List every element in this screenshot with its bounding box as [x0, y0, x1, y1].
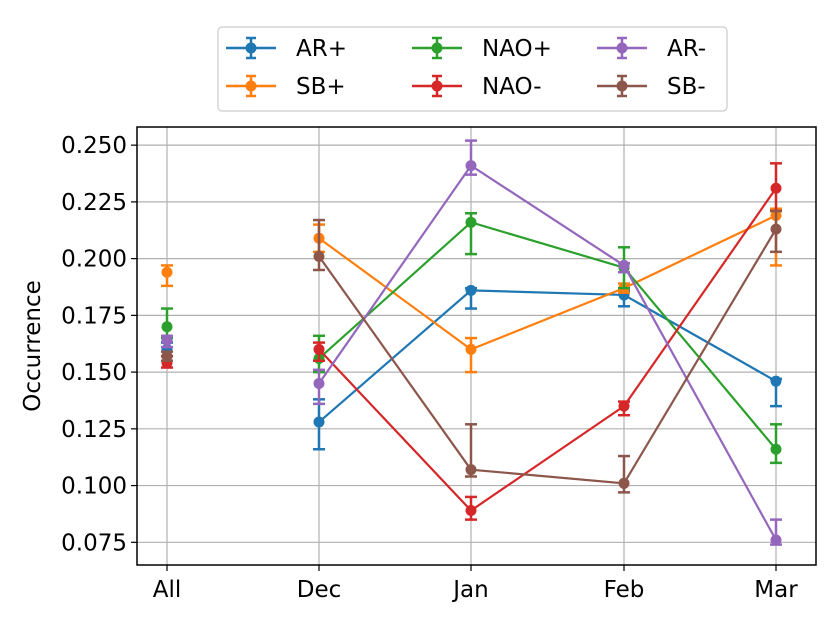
x-tick-label: Jan: [451, 577, 488, 603]
legend-marker: [431, 80, 443, 92]
legend-marker: [616, 80, 628, 92]
y-tick-label: 0.175: [61, 303, 127, 329]
x-tick-label: Feb: [604, 577, 645, 603]
data-point: [465, 464, 477, 476]
y-tick-label: 0.100: [61, 474, 127, 500]
y-axis-label: Occurrence: [20, 280, 46, 412]
series-line: [318, 164, 777, 541]
data-point: [465, 505, 477, 517]
legend-item-AR-: AR-: [597, 36, 706, 62]
series-SB-: [161, 209, 782, 494]
series-line: [318, 228, 777, 485]
series-line: [318, 187, 777, 512]
data-point: [465, 343, 477, 355]
data-point: [465, 160, 477, 172]
data-point: [618, 259, 630, 271]
data-point: [770, 443, 782, 455]
data-point: [313, 250, 325, 262]
y-tick-label: 0.150: [61, 360, 127, 386]
y-tick-label: 0.125: [61, 417, 127, 443]
data-point: [465, 216, 477, 228]
series-AR-: [161, 139, 782, 546]
x-tick-label: Dec: [297, 577, 342, 603]
series-line: [318, 289, 777, 423]
data-point: [770, 223, 782, 235]
data-point: [770, 534, 782, 546]
series-line: [318, 221, 777, 450]
legend-item-SB-: SB-: [597, 74, 706, 100]
data-point: [161, 321, 173, 333]
legend-label: NAO+: [482, 36, 552, 62]
data-point: [161, 266, 173, 278]
legend-marker: [431, 42, 443, 54]
legend-frame: [217, 26, 728, 112]
data-point: [313, 377, 325, 389]
legend-label: SB+: [296, 74, 346, 100]
data-point: [313, 416, 325, 428]
data-point: [618, 400, 630, 412]
ticks: All Dec Jan Feb Mar 0.075 0.100 0.125 0.150 0.175…: [61, 133, 798, 603]
legend-label: AR+: [296, 36, 347, 62]
data-point: [770, 182, 782, 194]
data-point: [465, 284, 477, 296]
legend-marker: [616, 42, 628, 54]
series-line: [318, 214, 777, 351]
legend-item-SB+: SB+: [226, 74, 346, 100]
y-tick-label: 0.225: [61, 190, 127, 216]
data-point: [770, 375, 782, 387]
legend-item-AR+: AR+: [226, 36, 347, 62]
plot-frame: [136, 126, 817, 566]
y-tick-label: 0.200: [61, 247, 127, 273]
y-tick-label: 0.250: [61, 133, 127, 159]
data-point: [618, 477, 630, 489]
data-point: [161, 334, 173, 346]
y-tick-label: 0.075: [61, 530, 127, 556]
data-point: [313, 343, 325, 355]
legend-marker: [245, 80, 257, 92]
legend-label: SB-: [667, 74, 706, 100]
legend-label: NAO-: [482, 74, 542, 100]
x-tick-label: All: [153, 577, 182, 603]
legend-item-NAO+: NAO+: [412, 36, 552, 62]
x-tick-label: Mar: [754, 577, 798, 603]
series-layer: [161, 139, 782, 546]
legend-label: AR-: [667, 36, 706, 62]
data-point: [161, 350, 173, 362]
legend-marker: [245, 42, 257, 54]
legend: AR+ SB+ NAO+ NAO- AR- SB-: [217, 26, 728, 112]
legend-item-NAO-: NAO-: [412, 74, 542, 100]
